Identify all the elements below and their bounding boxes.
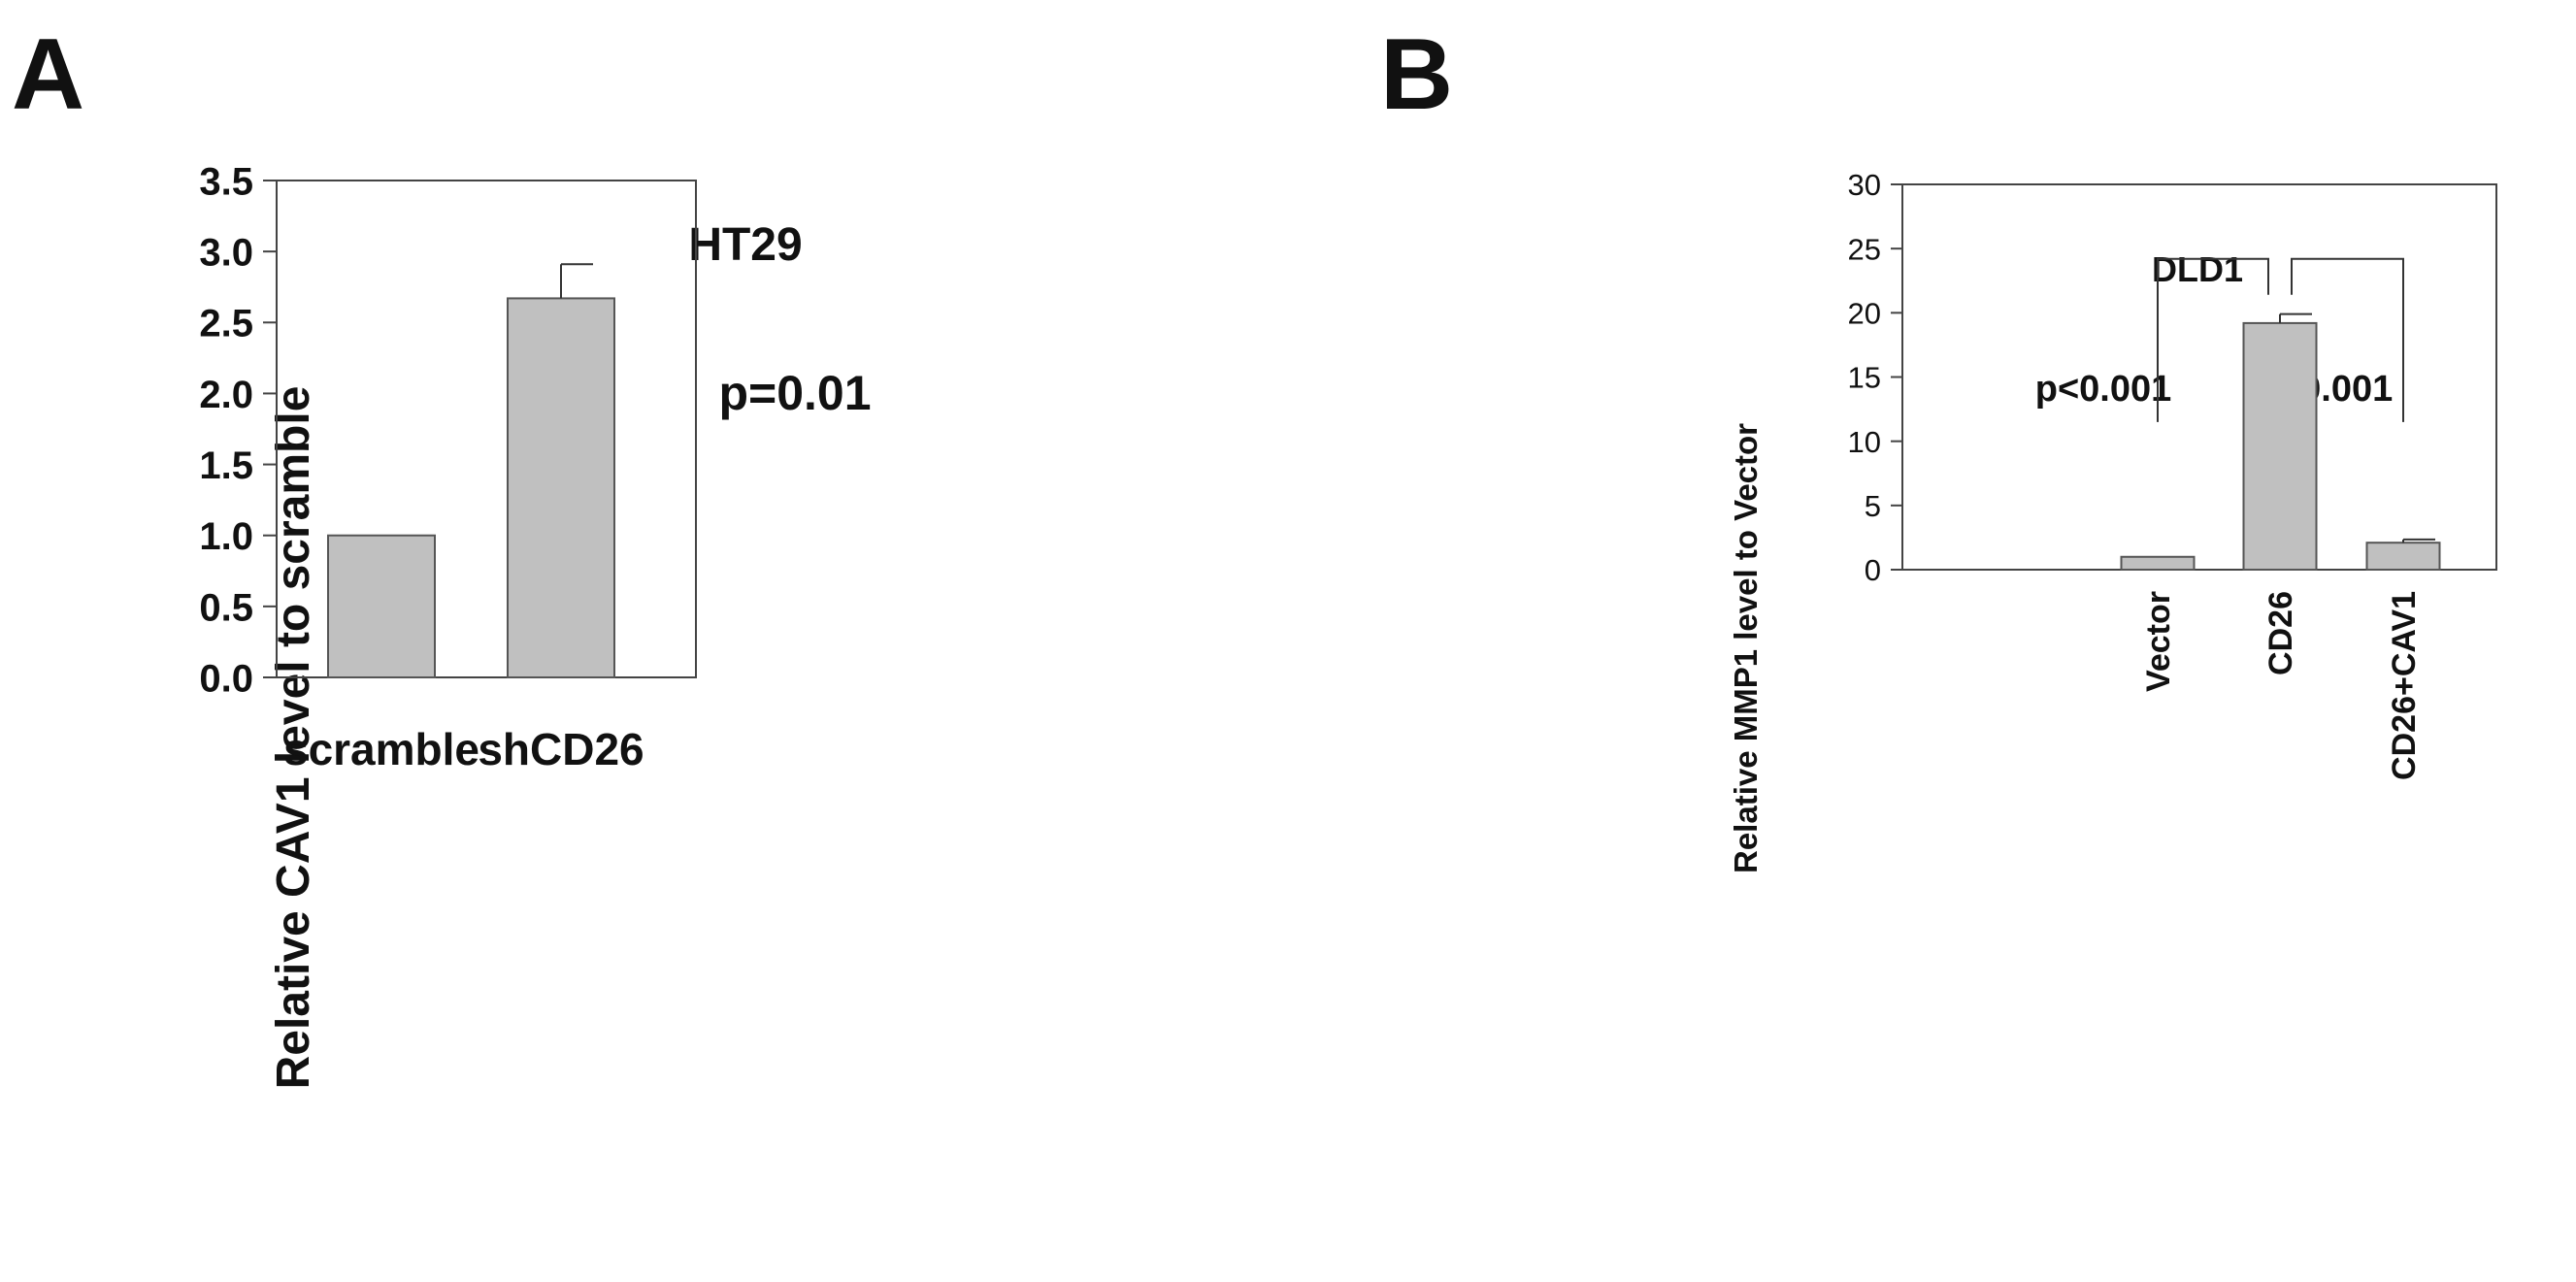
- chart-b-comparison-bracket: [2291, 257, 2404, 422]
- chart-b-title: DLD1: [2152, 249, 2243, 289]
- chart-b-dld1: DLD1 Relative MMP1 level to Vector p<0.0…: [1728, 168, 2497, 873]
- chart-b-y-tick-label: 10: [1848, 425, 1881, 459]
- chart-a-y-tick-label: 3.0: [199, 232, 253, 275]
- chart-b-bar-vector: [2120, 555, 2196, 571]
- chart-a-y-tick-label: 2.0: [199, 374, 253, 416]
- panel-label-b: B: [1380, 18, 1453, 131]
- chart-a-plot-frame: [276, 180, 697, 678]
- chart-b-bar-cd26: [2242, 321, 2318, 572]
- chart-b-plot-frame: [1901, 183, 2497, 571]
- panel-label-a: A: [12, 18, 84, 131]
- chart-a-category-label: scramble: [283, 724, 479, 774]
- chart-a-bar-scramble: [327, 534, 436, 679]
- chart-b-y-axis-label: Relative MMP1 level to Vector: [1728, 423, 1764, 873]
- chart-b-y-tick-label: 0: [1865, 553, 1881, 587]
- chart-b-bar-cd26-cav1: [2365, 542, 2441, 572]
- chart-a-ht29: HT29 Relative CAV1 level to scramble p=0…: [199, 160, 871, 1089]
- chart-b-y-tick-label: 5: [1865, 489, 1881, 523]
- chart-a-y-tick-label: 0.5: [199, 586, 253, 629]
- chart-b-marks: 0 5 10 15 20 25 30 Vector CD26 CD26+CAV1: [1848, 168, 2497, 780]
- chart-a-y-tick-label: 2.5: [199, 303, 253, 345]
- chart-a-y-tick-label: 0.0: [199, 657, 253, 700]
- chart-a-y-tick-label: 3.5: [199, 160, 253, 203]
- chart-b-y-tick-label: 30: [1848, 168, 1881, 202]
- chart-a-y-tick-label: 1.0: [199, 515, 253, 558]
- chart-b-category-label: CD26: [2262, 591, 2299, 675]
- chart-a-category-label: shCD26: [478, 724, 644, 774]
- chart-b-y-tick-label: 15: [1848, 361, 1881, 395]
- chart-a-p-value: p=0.01: [718, 366, 871, 420]
- chart-b-p-value-1: p<0.001: [2035, 369, 2172, 410]
- chart-a-title: HT29: [688, 219, 802, 271]
- chart-b-category-label: Vector: [2140, 591, 2177, 692]
- chart-b-category-label: CD26+CAV1: [2386, 591, 2423, 780]
- chart-b-y-tick-label: 25: [1848, 232, 1881, 266]
- chart-a-y-tick-label: 1.5: [199, 444, 253, 487]
- chart-b-y-tick-label: 20: [1848, 296, 1881, 330]
- chart-b-comparison-bracket: [2157, 257, 2269, 422]
- chart-a-bar-shcd26: [507, 297, 615, 678]
